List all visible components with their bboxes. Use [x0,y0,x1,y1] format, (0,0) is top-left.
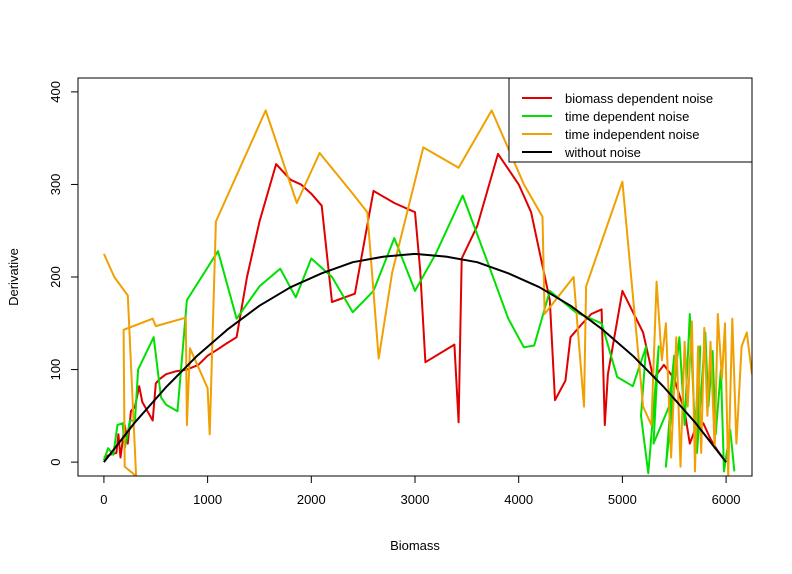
legend-label: without noise [564,145,641,160]
legend-label: biomass dependent noise [565,91,713,106]
x-tick-label: 5000 [608,492,637,507]
axis-layer: 0 1000 2000 3000 4000 5000 6000 0 100 200 300 400 [48,81,741,507]
y-tick-label: 200 [48,266,63,288]
x-tick-label: 6000 [712,492,741,507]
x-axis-title: Biomass [390,538,440,553]
series-line-time-independent-noise [102,109,752,476]
legend: biomass dependent noise time dependent no… [508,77,753,163]
y-tick-label: 100 [48,359,63,381]
legend-label: time dependent noise [565,109,689,124]
x-tick-label: 2000 [297,492,326,507]
x-tick-label: 3000 [401,492,430,507]
series-line-without-noise [103,252,727,463]
x-tick-label: 4000 [504,492,533,507]
y-tick-label: 0 [48,458,63,465]
legend-label: time independent noise [565,127,699,142]
y-axis-title: Derivative [6,248,21,306]
legend-box [508,77,753,163]
x-tick-label: 0 [100,492,107,507]
series-layer [102,109,752,476]
legend-items: biomass dependent noise time dependent no… [522,91,713,160]
series-line-biomass-dependent-noise [103,152,727,463]
y-tick-label: 300 [48,174,63,196]
x-tick-label: 1000 [193,492,222,507]
y-tick-label: 400 [48,81,63,103]
